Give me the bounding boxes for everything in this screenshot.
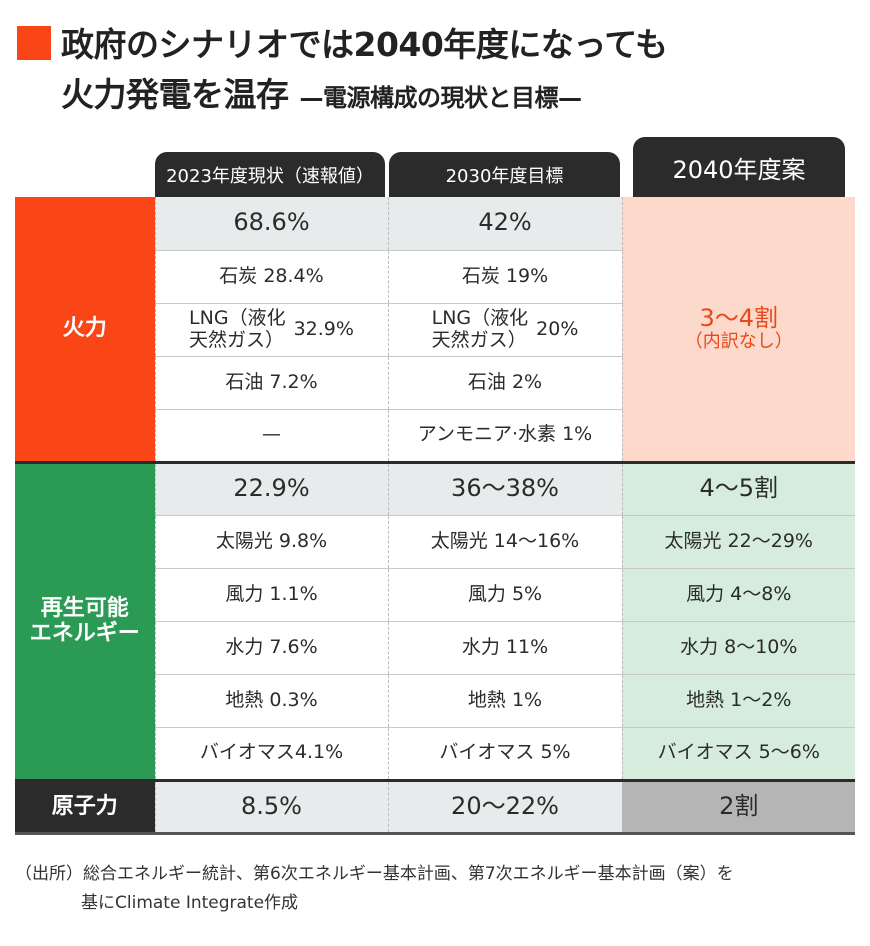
cell: 地熱 1〜2% (621, 674, 855, 728)
table-row: 太陽光 9.8% 太陽光 14〜16% 太陽光 22〜29% (15, 515, 855, 569)
table-row: 石油 7.2% 石油 2% (15, 356, 855, 410)
title-line2: 火力発電を温存 (61, 75, 289, 114)
renewable-label-2: エネルギー (29, 621, 140, 646)
table-row: 原子力 8.5% 20〜22% 2割 (15, 778, 855, 835)
cell: 42% (387, 197, 622, 251)
table-row: 地熱 0.3% 地熱 1% 地熱 1〜2% (15, 674, 855, 728)
renewable-label-1: 再生可能 (40, 595, 129, 621)
source-line1: （出所）総合エネルギー統計、第6次エネルギー基本計画、第7次エネルギー基本計画（… (15, 864, 734, 884)
header-2023: 2023年度現状（速報値） (155, 152, 385, 197)
page-title: 政府のシナリオでは2040年度になっても 火力発電を温存 —電源構成の現状と目標… (17, 20, 668, 123)
cell: 太陽光 22〜29% (621, 515, 855, 569)
source-line2: 基にClimate Integrate作成 (81, 893, 299, 913)
cell: 石炭 28.4% (154, 250, 388, 304)
cell: 風力 5% (387, 568, 622, 622)
fossil-plan-note: （内訳なし） (684, 331, 793, 353)
cell: 地熱 0.3% (154, 674, 388, 728)
cell: 36〜38% (387, 460, 622, 516)
header-2030: 2030年度目標 (389, 152, 620, 197)
cell: アンモニア·水素 1% (387, 409, 622, 463)
cell: 水力 8〜10% (621, 621, 855, 675)
table-row: 再生可能 エネルギー 22.9% 36〜38% 4〜5割 (15, 460, 855, 780)
cell: 水力 11% (387, 621, 622, 675)
cell: 水力 7.6% (154, 621, 388, 675)
cell: 22.9% (154, 460, 388, 516)
lng-name: 天然ガス） (431, 328, 527, 351)
lng-name: LNG（液化 (189, 306, 286, 329)
table-row: LNG（液化 天然ガス） 32.9% LNG（液化 天然ガス） 20% (15, 303, 855, 357)
cell: バイオマス 5〜6% (621, 727, 855, 781)
cell: 石油 2% (387, 356, 622, 410)
energy-mix-table: 火力 68.6% 42% 3〜4割 （内訳なし） 石炭 28.4% 石炭 19% L… (15, 197, 855, 835)
lng-value: 32.9% (293, 317, 354, 340)
cell: 8.5% (154, 778, 388, 835)
lng-name: 天然ガス） (189, 328, 285, 351)
cell: 地熱 1% (387, 674, 622, 728)
cell: 20〜22% (387, 778, 622, 835)
fossil-label: 火力 (15, 197, 155, 462)
table-row: 風力 1.1% 風力 5% 風力 4〜8% (15, 568, 855, 622)
lng-name: LNG（液化 (431, 306, 529, 329)
title-square-icon (17, 26, 51, 60)
table-row: 火力 68.6% 42% 3〜4割 （内訳なし） (15, 197, 855, 462)
cell: 風力 1.1% (154, 568, 388, 622)
cell: — (154, 409, 388, 463)
cell: LNG（液化 天然ガス） 20% (387, 303, 622, 357)
table-row: バイオマス4.1% バイオマス 5% バイオマス 5〜6% (15, 727, 855, 781)
title-line1: 政府のシナリオでは2040年度になっても (61, 25, 668, 64)
subtitle: —電源構成の現状と目標— (299, 84, 583, 112)
cell: バイオマス 5% (387, 727, 622, 781)
nuclear-label: 原子力 (15, 778, 155, 835)
cell: 風力 4〜8% (621, 568, 855, 622)
cell: 4〜5割 (621, 460, 855, 516)
renewable-label: 再生可能 エネルギー (15, 460, 155, 780)
fossil-2040-cell: 3〜4割 （内訳なし） (621, 197, 855, 462)
header-2040: 2040年度案 (633, 137, 845, 197)
cell: 石炭 19% (387, 250, 622, 304)
cell: LNG（液化 天然ガス） 32.9% (154, 303, 388, 357)
cell: 石油 7.2% (154, 356, 388, 410)
source-note: （出所）総合エネルギー統計、第6次エネルギー基本計画、第7次エネルギー基本計画（… (15, 860, 734, 918)
table-row: 石炭 28.4% 石炭 19% (15, 250, 855, 304)
cell: 太陽光 14〜16% (387, 515, 622, 569)
cell: バイオマス4.1% (154, 727, 388, 781)
table-row: 水力 7.6% 水力 11% 水力 8〜10% (15, 621, 855, 675)
fossil-plan: 3〜4割 (699, 303, 779, 332)
lng-value: 20% (536, 317, 579, 340)
cell: 68.6% (154, 197, 388, 251)
cell: 太陽光 9.8% (154, 515, 388, 569)
cell: 2割 (621, 778, 855, 835)
